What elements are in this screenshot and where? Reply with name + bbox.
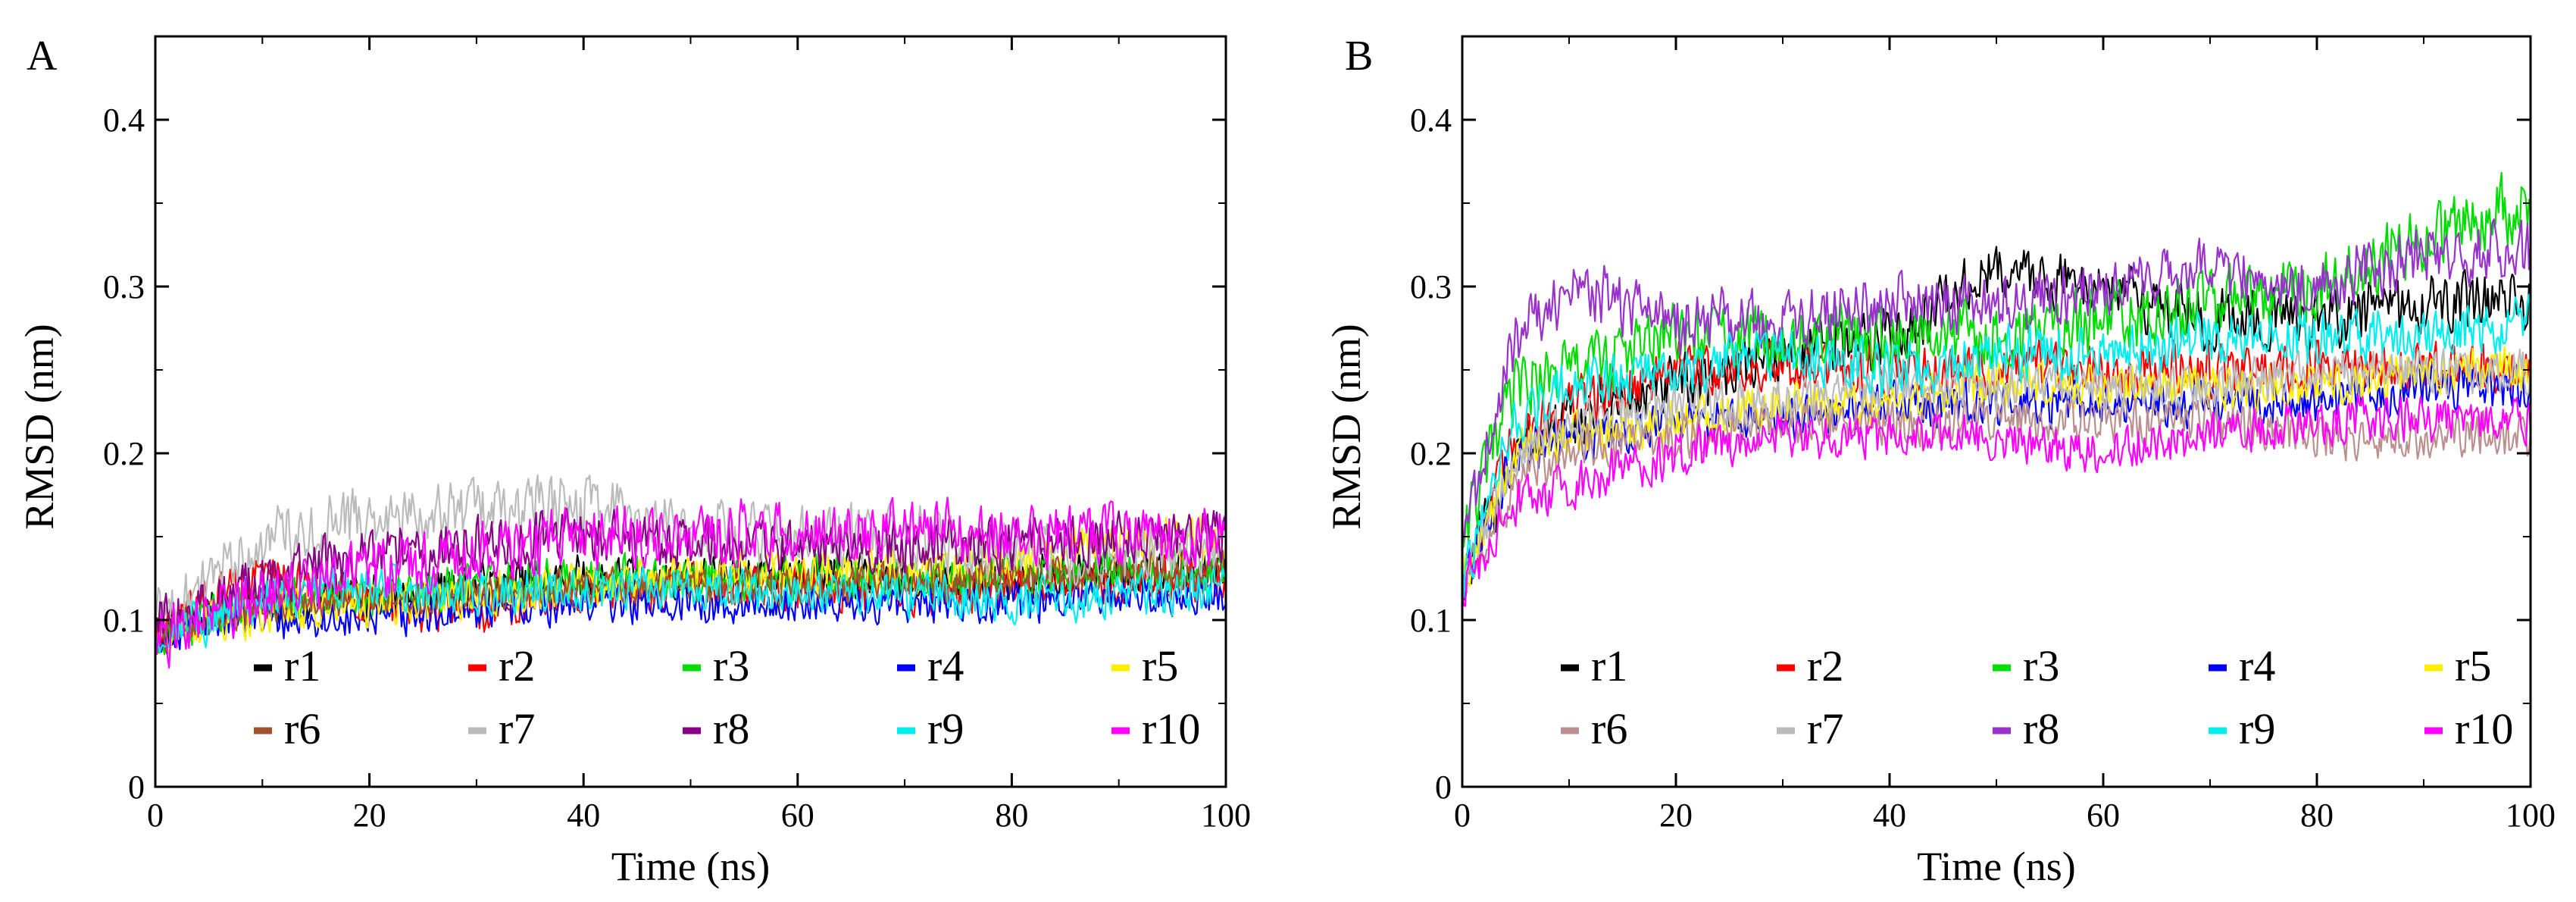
legend-label-r9: r9 bbox=[2239, 704, 2275, 753]
x-tick-label: 20 bbox=[1659, 797, 1693, 834]
series-line-r6 bbox=[154, 548, 1227, 653]
legend-label-r2: r2 bbox=[499, 641, 535, 691]
series-group bbox=[1461, 171, 2532, 607]
legend-label-r2: r2 bbox=[1807, 641, 1843, 691]
y-tick-label: 0.4 bbox=[1410, 102, 1452, 139]
series-line-r9 bbox=[1461, 293, 2532, 599]
panel-label: A bbox=[27, 33, 58, 80]
y-tick-label: 0.2 bbox=[1410, 435, 1452, 472]
x-tick-label: 0 bbox=[147, 797, 164, 834]
x-tick-label: 80 bbox=[2300, 797, 2334, 834]
panel-a: 0 20 40 60 80 100 0 0.1 0.2 0.3 0.4 Time (ns) RMSD (… bbox=[17, 33, 1251, 889]
y-tick-label: 0.1 bbox=[1410, 602, 1452, 639]
legend-label-r5: r5 bbox=[1142, 641, 1178, 691]
series-line-r10 bbox=[154, 496, 1227, 669]
series-group bbox=[154, 474, 1227, 669]
y-tick-label: 0.1 bbox=[103, 602, 145, 639]
y-tick-label: 0 bbox=[1435, 769, 1452, 806]
x-tick-label: 40 bbox=[1873, 797, 1906, 834]
y-tick-label: 0 bbox=[128, 769, 145, 806]
series-line-r8 bbox=[1461, 218, 2532, 545]
series-line-r9 bbox=[155, 562, 1227, 653]
series-line-r6 bbox=[1461, 393, 2532, 594]
series-line-r5 bbox=[1461, 346, 2532, 594]
x-tick-label: 60 bbox=[781, 797, 814, 834]
legend-label-r9: r9 bbox=[927, 704, 964, 753]
legend-label-r6: r6 bbox=[284, 704, 320, 753]
y-axis-label: RMSD (nm) bbox=[1324, 324, 1369, 530]
legend-label-r8: r8 bbox=[713, 704, 749, 753]
legend-label-r3: r3 bbox=[2023, 641, 2059, 691]
legend: r1 r2 r3 r4 r5 r6 r7 r8 r9 r10 bbox=[1561, 641, 2513, 753]
legend-label-r10: r10 bbox=[2455, 704, 2513, 753]
series-line-r3 bbox=[1462, 171, 2532, 550]
legend-label-r7: r7 bbox=[1807, 704, 1843, 753]
legend-label-r7: r7 bbox=[499, 704, 535, 753]
series-line-r10 bbox=[1461, 394, 2532, 607]
y-tick-label: 0.3 bbox=[1410, 268, 1452, 305]
legend-label-r3: r3 bbox=[713, 641, 749, 691]
series-line-r4 bbox=[155, 575, 1227, 653]
y-axis-label: RMSD (nm) bbox=[17, 324, 62, 530]
legend-label-r10: r10 bbox=[1142, 704, 1200, 753]
legend-label-r1: r1 bbox=[284, 641, 320, 691]
x-axis-label: Time (ns) bbox=[1917, 844, 2076, 889]
legend-label-r8: r8 bbox=[2023, 704, 2059, 753]
y-tick-label: 0.4 bbox=[103, 102, 145, 139]
legend-label-r5: r5 bbox=[2455, 641, 2491, 691]
x-tick-label: 40 bbox=[567, 797, 600, 834]
x-tick-label: 100 bbox=[2506, 797, 2556, 834]
y-tick-label: 0.2 bbox=[103, 435, 145, 472]
legend-label-r1: r1 bbox=[1591, 641, 1627, 691]
x-tick-label: 100 bbox=[1201, 797, 1251, 834]
legend-label-r4: r4 bbox=[927, 641, 964, 691]
x-tick-label: 60 bbox=[2087, 797, 2120, 834]
series-line-r7 bbox=[1461, 348, 2532, 594]
legend-label-r4: r4 bbox=[2239, 641, 2275, 691]
y-tick-label: 0.3 bbox=[103, 268, 145, 305]
x-tick-label: 80 bbox=[995, 797, 1028, 834]
panel-b: 0 20 40 60 80 100 0 0.1 0.2 0.3 0.4 Time (ns) RMSD (… bbox=[1324, 33, 2556, 889]
x-tick-label: 0 bbox=[1454, 797, 1471, 834]
legend: r1 r2 r3 r4 r5 r6 r7 r8 r9 r10 bbox=[254, 641, 1200, 753]
legend-label-r6: r6 bbox=[1591, 704, 1627, 753]
x-axis-label: Time (ns) bbox=[611, 844, 771, 889]
panel-label: B bbox=[1345, 33, 1373, 80]
x-tick-label: 20 bbox=[353, 797, 386, 834]
